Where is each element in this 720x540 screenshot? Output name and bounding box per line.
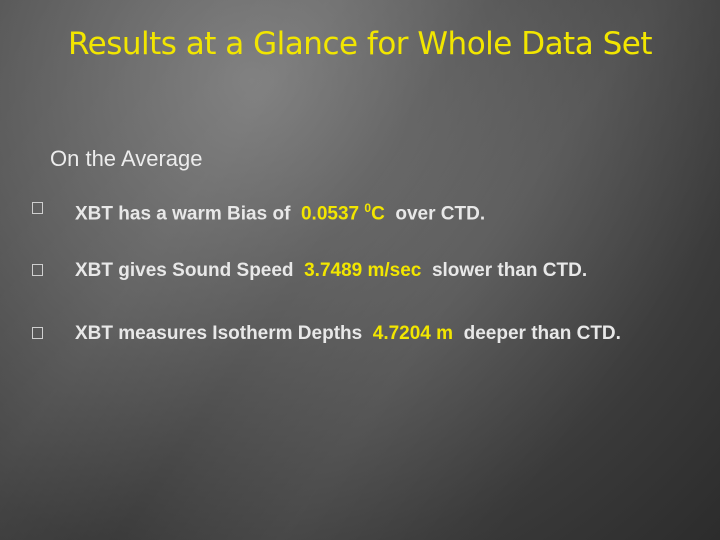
bullet: XBT gives Sound Speed 3.7489 m/sec slowe… <box>32 257 672 284</box>
value: 0.0537 <box>300 203 360 225</box>
tail: deeper than CTD. <box>463 323 621 344</box>
bullet-text: XBT has a warm Bias of 0.0537 0C over CT… <box>75 195 665 227</box>
text: XBT has a warm Bias of <box>75 203 291 225</box>
bullet-text: XBT gives Sound Speed 3.7489 m/sec slowe… <box>75 257 665 284</box>
text: XBT measures Isotherm Depths <box>75 323 363 344</box>
bullet: XBT measures Isotherm Depths 4.7204 m de… <box>32 320 672 347</box>
value: 3.7489 m/sec <box>304 260 422 281</box>
subtitle: On the Average <box>50 146 203 171</box>
tail: over CTD. <box>395 203 486 225</box>
bullet-marker <box>32 327 43 339</box>
bullet: XBT has a warm Bias of 0.0537 0C over CT… <box>32 195 672 227</box>
unit: C <box>371 203 385 225</box>
text: XBT gives Sound Speed <box>75 260 294 281</box>
bullet-marker <box>32 264 43 276</box>
value: 4.7204 m <box>372 323 454 344</box>
slide-title: Results at a Glance for Whole Data Set <box>68 26 652 62</box>
superscript: 0 <box>364 201 372 215</box>
tail: slower than CTD. <box>431 260 588 281</box>
bullet-marker <box>32 202 43 214</box>
bullet-text: XBT measures Isotherm Depths 4.7204 m de… <box>75 320 660 347</box>
